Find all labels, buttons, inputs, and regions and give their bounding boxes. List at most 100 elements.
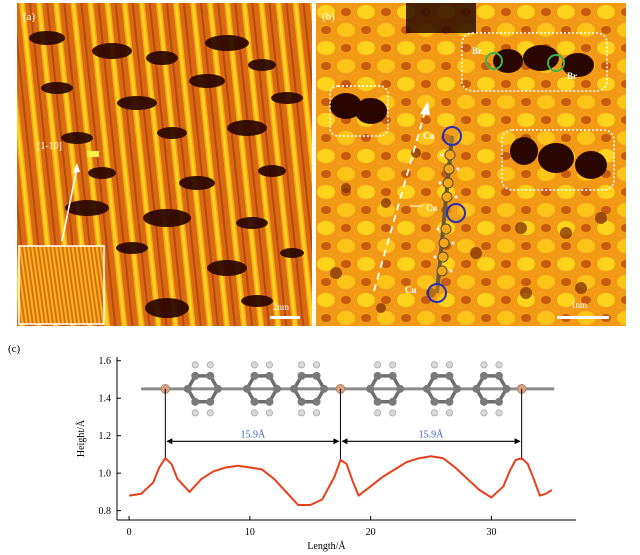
y-axis-label: Height/Å	[75, 419, 87, 457]
carbon-atom	[183, 384, 192, 393]
dimension-label: 15.9Å	[241, 428, 267, 440]
carbon-atom	[290, 384, 299, 393]
highlight-box-right	[501, 129, 615, 191]
scalebar-b-label: 1nm	[571, 300, 587, 310]
carbon-atom	[272, 384, 281, 393]
x-tick-label: 30	[486, 527, 496, 538]
cu-label-top: Cu	[423, 131, 435, 141]
cu-circle-top	[442, 126, 462, 146]
br-circle-left	[485, 52, 503, 70]
hydrogen-atom	[250, 409, 258, 417]
hydrogen-atom	[265, 409, 273, 417]
inset-image	[18, 245, 105, 325]
direction-label: [1-10]	[37, 141, 62, 152]
stm-image-a-graphic: [1-10] 2nm (a)	[17, 3, 312, 326]
small-dark-spots	[330, 148, 607, 313]
hydrogen-atom	[445, 409, 453, 417]
dark-molecule-clusters-a	[29, 31, 304, 318]
hydrogen-atom	[298, 361, 306, 369]
hydrogen-atom	[298, 409, 306, 417]
carbon-atom	[312, 371, 321, 380]
x-tick-label: 20	[366, 527, 376, 538]
direction-arrow-head	[73, 163, 80, 173]
y-tick-label: 1.0	[99, 469, 112, 480]
carbon-atom	[265, 397, 274, 406]
hydrogen-atom	[313, 409, 321, 417]
carbon-atom	[479, 371, 488, 380]
hydrogen-atom	[445, 361, 453, 369]
carbon-atom	[494, 397, 503, 406]
dashed-arrow-head	[420, 101, 430, 115]
carbon-atom	[452, 384, 461, 393]
dark-molecule-left	[330, 93, 387, 124]
carbon-atom	[472, 384, 481, 393]
carbon-atom	[373, 371, 382, 380]
carbon-atom	[297, 397, 306, 406]
carbon-atom	[430, 371, 439, 380]
terphenyl-chain-model	[433, 135, 460, 294]
y-tick-label: 1.2	[99, 431, 112, 442]
hydrogen-atom	[495, 361, 503, 369]
dashed-direction-arrow	[373, 107, 427, 292]
stm-image-b-graphic: Br Br Cu Cu Cu 1nm (b)	[316, 3, 626, 326]
carbon-atom	[494, 371, 503, 380]
dimension-label: 15.9Å	[419, 428, 445, 440]
dimension-arrow-left	[166, 438, 173, 445]
chart-canvas: (c) 0 10 20 30 0.8 1.0 1.2 1.4 1.6 Length/Å Height…	[8, 343, 576, 552]
carbon-atom	[388, 397, 397, 406]
highlight-box-left	[329, 85, 389, 137]
panel-c-letter: (c)	[8, 343, 21, 355]
scalebar-b	[557, 316, 609, 319]
hydrogen-atom	[389, 409, 397, 417]
carbon-atom	[430, 397, 439, 406]
carbon-atom	[206, 397, 215, 406]
carbon-atom	[191, 371, 200, 380]
carbon-atom	[297, 371, 306, 380]
hydrogen-atom	[480, 409, 488, 417]
carbon-atom	[250, 397, 259, 406]
x-tick-label: 0	[127, 527, 132, 538]
carbon-atom	[265, 371, 274, 380]
profile-series-line	[128, 455, 553, 506]
hydrogen-atom	[313, 361, 321, 369]
dimension-arrow-left	[341, 438, 348, 445]
dimension-arrow-right	[333, 438, 340, 445]
hydrogen-atom	[191, 409, 199, 417]
carbon-atom	[206, 371, 215, 380]
x-tick-label: 10	[245, 527, 255, 538]
hydrogen-atom	[389, 361, 397, 369]
hydrogen-atom	[495, 409, 503, 417]
carbon-atom	[445, 397, 454, 406]
hydrogen-atom	[250, 361, 258, 369]
carbon-atom	[250, 371, 259, 380]
carbon-atom	[191, 397, 200, 406]
hydrogen-atom	[206, 361, 214, 369]
carbon-atom	[366, 384, 375, 393]
carbon-atom	[213, 384, 222, 393]
hydrogen-atom	[265, 361, 273, 369]
hydrogen-atom	[430, 409, 438, 417]
hydrogen-atom	[480, 361, 488, 369]
carbon-atom	[242, 384, 251, 393]
x-axis-label: Length/Å	[307, 540, 346, 552]
hydrogen-atom	[374, 361, 382, 369]
cu-circle-bottom	[427, 283, 447, 303]
dimension-arrow-right	[514, 438, 521, 445]
carbon-atom	[445, 371, 454, 380]
cu-circle-mid	[446, 203, 466, 223]
bright-spot	[87, 151, 99, 157]
highlight-box-top-right	[461, 32, 608, 92]
hydrogen-atom	[206, 409, 214, 417]
carbon-atom	[373, 397, 382, 406]
carbon-atom	[320, 384, 329, 393]
direction-arrow-line	[61, 167, 78, 242]
cu-label-bottom: Cu	[405, 285, 417, 295]
carbon-atom	[388, 371, 397, 380]
stm-image-b: Br Br Cu Cu Cu 1nm (b)	[316, 3, 626, 326]
carbon-atom	[396, 384, 405, 393]
molecule-ball-stick-model	[141, 361, 555, 417]
br-label-right: Br	[567, 71, 577, 81]
chart-marks: 0 10 20 30 0.8 1.0 1.2 1.4 1.6 Length/Å Height/Å 15…	[75, 356, 576, 552]
height-profile-chart: (c) 0 10 20 30 0.8 1.0 1.2 1.4 1.6 Length/Å Height…	[0, 334, 640, 555]
carbon-atom	[312, 397, 321, 406]
